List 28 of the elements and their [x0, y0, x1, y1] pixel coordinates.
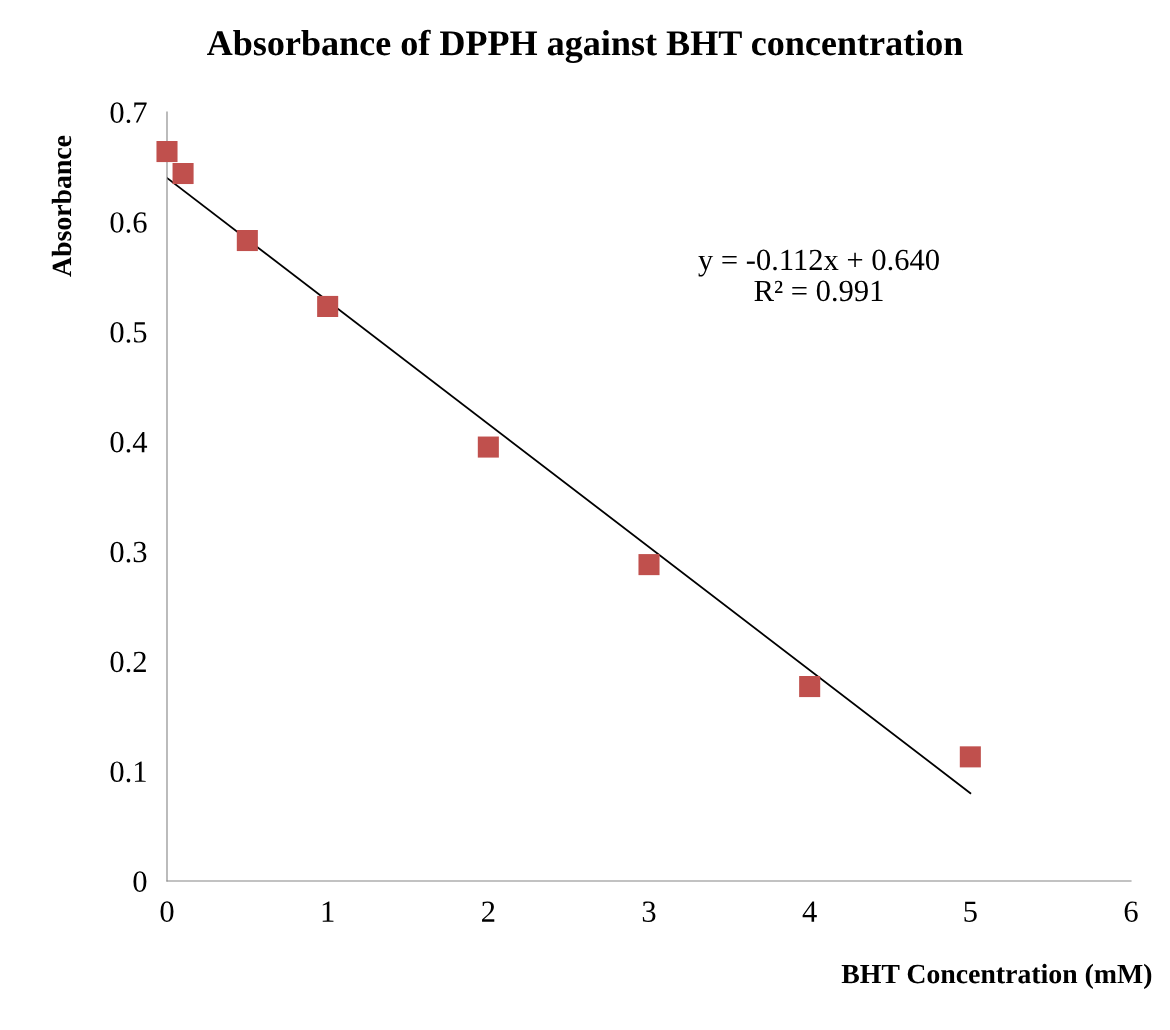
- y-axis-title: Absorbance: [51, 135, 72, 277]
- x-tick-label: 0: [160, 901, 174, 922]
- x-tick-label: 3: [642, 901, 656, 922]
- x-tick-label: 1: [322, 901, 334, 922]
- point: [799, 676, 821, 698]
- x-axis-title: BHT Concentration (mM): [841, 963, 1152, 990]
- y-tick-label: 0.4: [110, 431, 148, 453]
- point: [317, 295, 339, 317]
- point: [959, 746, 981, 768]
- y-tick-label: 0.1: [110, 761, 146, 783]
- point: [477, 436, 499, 458]
- chart-title: Absorbance of DPPH against BHT concentration: [207, 29, 963, 64]
- y-tick-label: 0: [133, 871, 147, 892]
- y-tick-label: 0.7: [110, 102, 147, 124]
- point: [156, 141, 178, 163]
- y-tick-label: 0.6: [110, 212, 147, 233]
- point: [638, 554, 660, 576]
- x-tick-label: 6: [1124, 901, 1138, 922]
- y-tick-label: 0.2: [110, 651, 146, 673]
- annotation: R² = 0.991: [754, 280, 883, 302]
- y-tick-label: 0.3: [110, 541, 147, 563]
- annotation: y = -0.112x + 0.640: [698, 249, 939, 277]
- x-tick-label: 5: [964, 901, 977, 922]
- point: [172, 162, 194, 185]
- point: [236, 230, 258, 252]
- y-tick-label: 0.5: [110, 322, 147, 343]
- x-tick-label: 2: [482, 901, 495, 922]
- x-tick-label: 4: [802, 901, 817, 922]
